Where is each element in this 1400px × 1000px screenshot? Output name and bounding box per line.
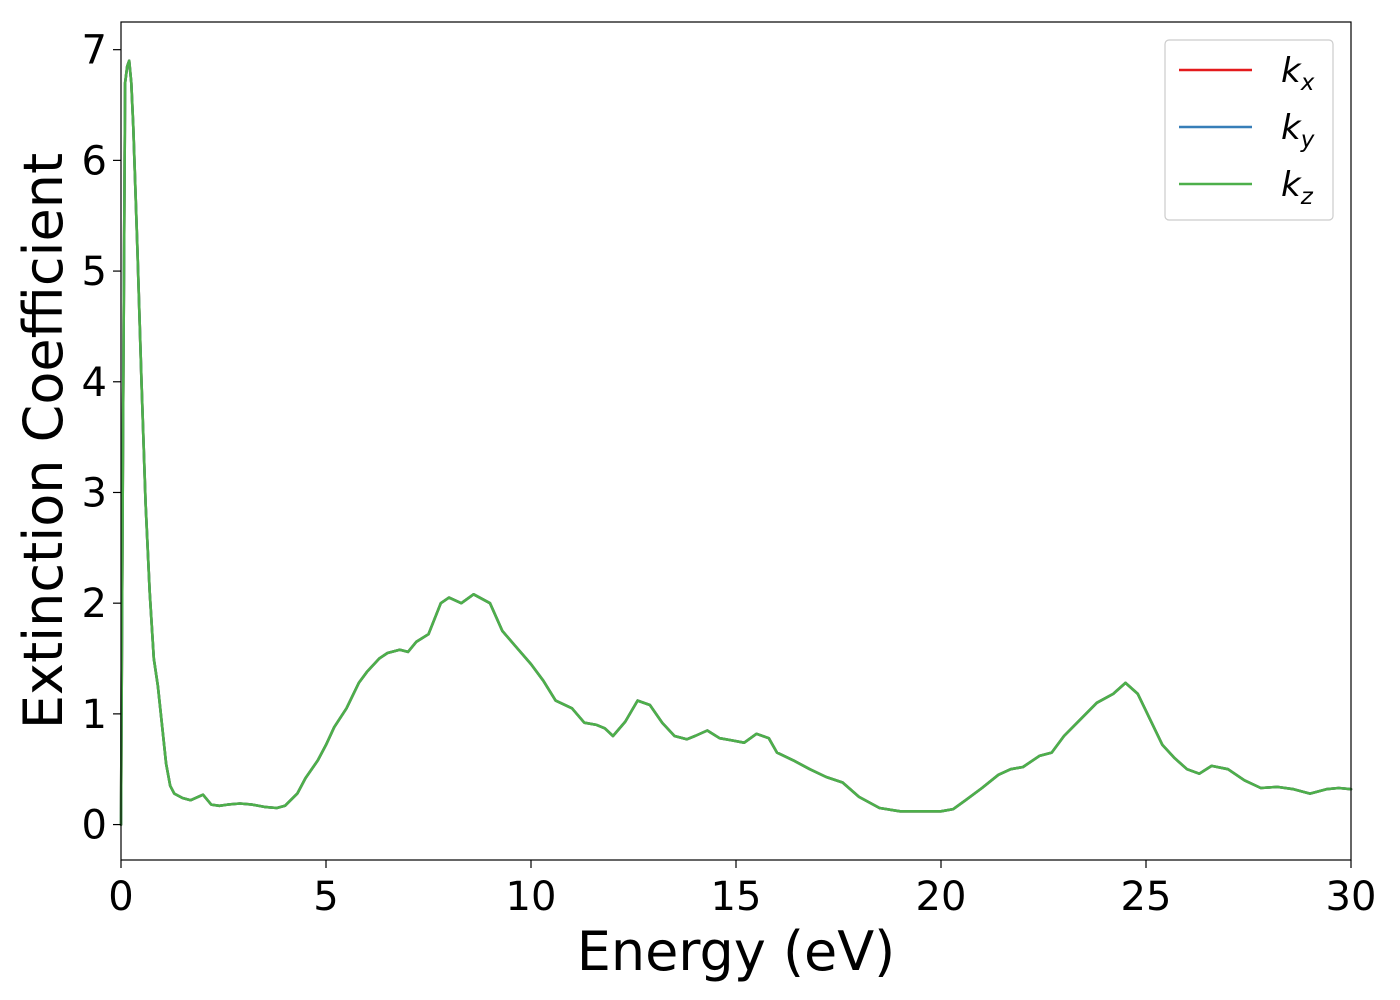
x-axis-ticks: 0 5 10 15 20 25 30 xyxy=(108,860,1376,920)
x-tick-label: 5 xyxy=(313,874,338,920)
x-axis-title: Energy (eV) xyxy=(577,920,896,983)
plot-background xyxy=(121,22,1351,860)
x-tick-label: 25 xyxy=(1121,874,1172,920)
legend-label-kz: kz xyxy=(1281,165,1314,210)
x-tick-label: 0 xyxy=(108,874,133,920)
legend-entries: kx ky kz xyxy=(1179,51,1315,210)
x-tick-label: 30 xyxy=(1326,874,1377,920)
series-line-kz xyxy=(119,59,1353,826)
y-tick-label: 2 xyxy=(82,581,107,627)
legend-label-ky: ky xyxy=(1281,108,1315,153)
x-tick-label: 20 xyxy=(916,874,967,920)
legend-box xyxy=(1164,39,1334,221)
y-tick-label: 1 xyxy=(82,692,107,738)
y-tick-label: 3 xyxy=(82,470,107,516)
y-tick-label: 6 xyxy=(82,138,107,184)
y-tick-label: 5 xyxy=(82,249,107,295)
y-tick-label: 4 xyxy=(82,360,107,406)
legend: kx ky kz xyxy=(1164,39,1334,221)
x-tick-label: 15 xyxy=(711,874,762,920)
x-tick-label: 10 xyxy=(506,874,557,920)
legend-label-kx: kx xyxy=(1281,51,1315,96)
y-axis-ticks: 0 1 2 3 4 5 6 7 xyxy=(82,28,121,849)
y-tick-label: 0 xyxy=(82,803,107,849)
y-axis-title: Extinction Coefficient xyxy=(12,153,75,729)
y-tick-label: 7 xyxy=(82,28,107,74)
series-layer xyxy=(119,59,1353,826)
